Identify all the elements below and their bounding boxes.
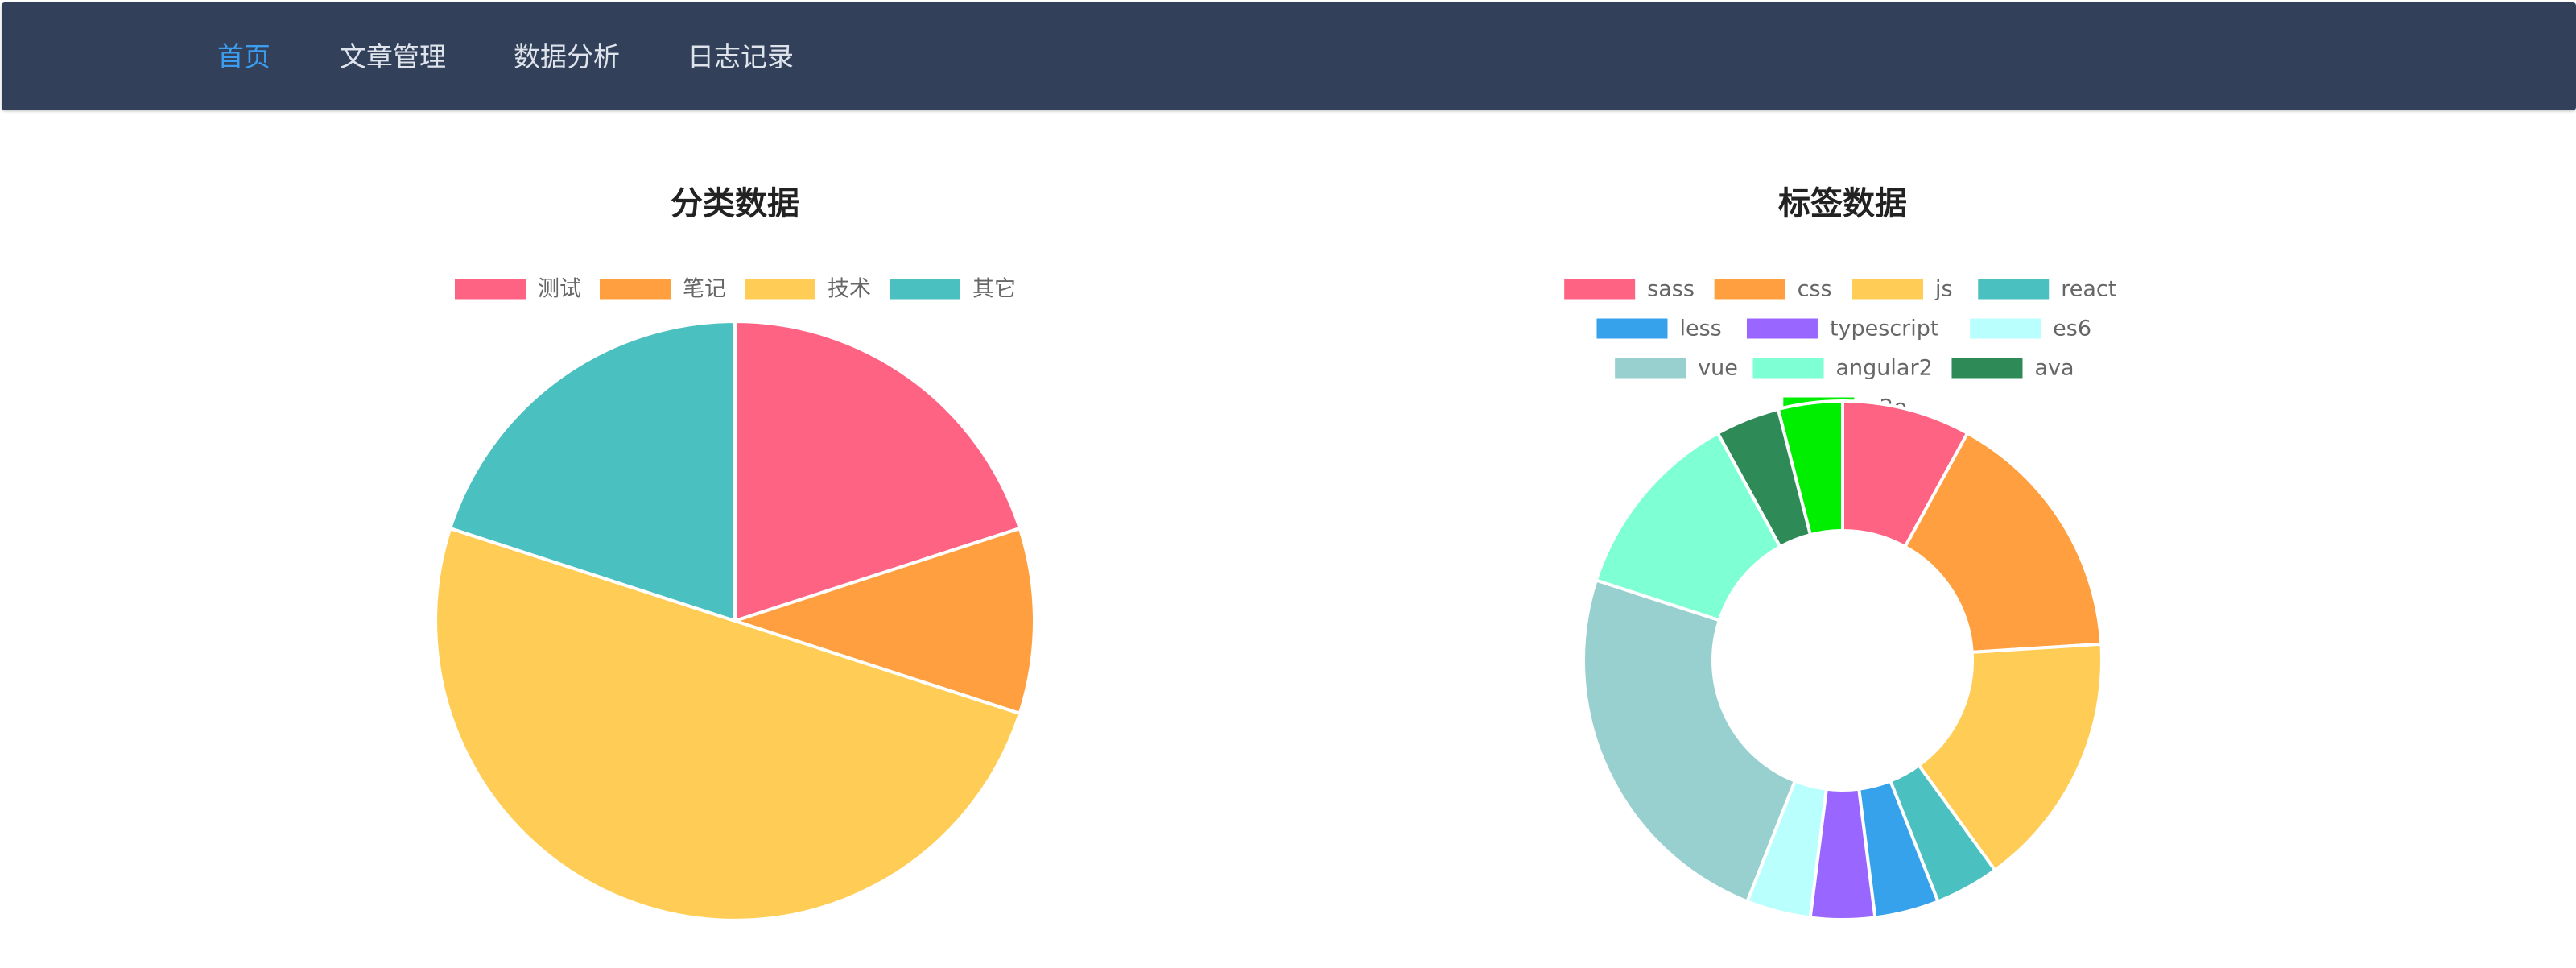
chart0-slice-3[interactable]: [448, 320, 737, 623]
chart1-legend-swatch-8[interactable]: [1751, 356, 1826, 380]
chart0-legend-swatch-0[interactable]: [453, 277, 527, 301]
top-navbar: 首页 文章管理 数据分析 日志记录: [2, 2, 2576, 110]
nav-log-records[interactable]: 日志记录: [687, 41, 794, 72]
nav-data-analysis[interactable]: 数据分析: [514, 41, 620, 72]
chart0-slice-1[interactable]: [733, 527, 1036, 715]
chart0-legend-label-0: 测试: [538, 277, 581, 302]
chart1-legend-label-6: es6: [2053, 316, 2091, 341]
chart1-slice-2[interactable]: [1917, 642, 2103, 872]
chart1-legend-label-1: css: [1798, 277, 1832, 302]
chart1-legend-label-3: react: [2061, 277, 2116, 302]
nav-article-management[interactable]: 文章管理: [340, 41, 446, 72]
chart0-title: 分类数据: [671, 185, 799, 222]
chart1-legend-swatch-9[interactable]: [1950, 356, 2025, 380]
chart0-slice-0[interactable]: [733, 320, 1022, 623]
chart0-legend-swatch-3[interactable]: [888, 277, 962, 301]
chart1-legend-swatch-1[interactable]: [1712, 277, 1787, 301]
chart1-slice-8[interactable]: [1594, 431, 1782, 623]
chart0-legend-label-1: 笔记: [683, 277, 726, 302]
chart1-legend-swatch-6[interactable]: [1968, 316, 2043, 341]
chart1-legend-swatch-0[interactable]: [1563, 277, 1637, 301]
chart1-title: 标签数据: [1778, 185, 1907, 222]
nav-home[interactable]: 首页: [217, 41, 270, 72]
chart1-legend-swatch-3[interactable]: [1976, 277, 2051, 301]
chart1-legend-swatch-5[interactable]: [1744, 316, 1819, 341]
chart1-legend-label-2: js: [1934, 277, 1953, 302]
chart1-slice-10[interactable]: [1776, 399, 1844, 537]
chart1-legend-swatch-7[interactable]: [1613, 356, 1688, 380]
chart1-slice-1[interactable]: [1903, 431, 2103, 654]
chart1-legend-label-4: less: [1679, 316, 1721, 341]
chart1-legend-label-9: ava: [2034, 356, 2074, 381]
chart1-legend-label-5: typescript: [1830, 316, 1939, 341]
chart1-legend-label-8: angular2: [1836, 356, 1933, 381]
chart0-legend-label-2: 技术: [828, 277, 871, 302]
chart1-legend-swatch-2[interactable]: [1851, 277, 1925, 301]
chart1-slice-7[interactable]: [1582, 578, 1797, 904]
chart1-legend-swatch-4[interactable]: [1595, 316, 1670, 341]
chart1-legend-label-0: sass: [1647, 277, 1695, 302]
chart1-legend-label-7: vue: [1698, 356, 1738, 381]
chart0-legend-label-3: 其它: [972, 277, 1016, 302]
chart0-slice-2[interactable]: [434, 527, 1022, 921]
chart0-legend-swatch-1[interactable]: [598, 277, 672, 301]
chart0-legend-swatch-2[interactable]: [743, 277, 817, 301]
